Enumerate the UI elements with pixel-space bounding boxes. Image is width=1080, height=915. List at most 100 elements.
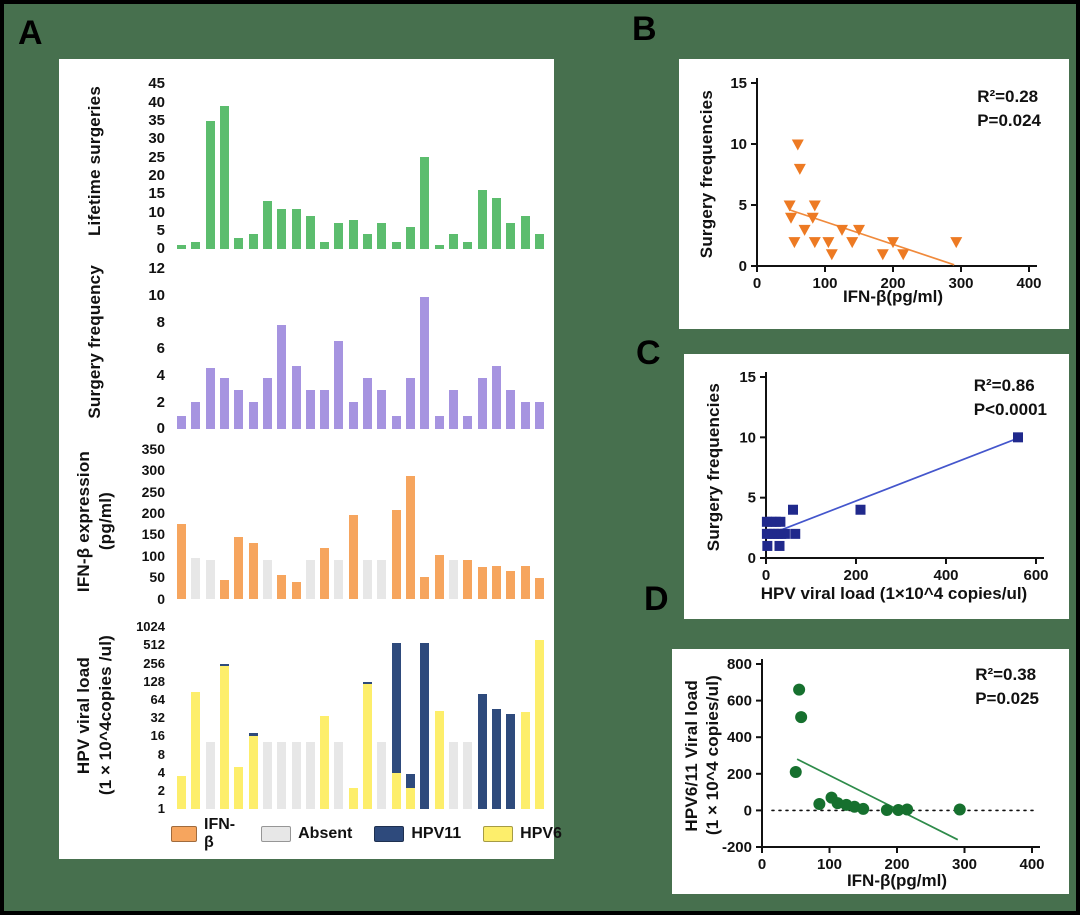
bar [262, 627, 272, 809]
bar [219, 449, 229, 599]
bar [305, 269, 315, 429]
bar-segment-Absent [448, 741, 458, 809]
bar [534, 627, 544, 809]
bar-segment-Lifetime [406, 227, 415, 249]
bar [406, 84, 415, 249]
bar-segment-HPV6 [248, 736, 258, 809]
bar [477, 627, 487, 809]
bar [320, 84, 330, 249]
bar-segment-IFN-β [391, 510, 401, 599]
data-point [808, 237, 821, 249]
bar-segment-Lifetime [377, 223, 387, 249]
bar [277, 84, 287, 249]
panel-d-y-axis-label-line1: HPV6/11 Viral load [682, 679, 701, 832]
bar [348, 449, 358, 599]
bar-segment-IFN-β [477, 566, 487, 599]
bar-segment-HPV6 [219, 666, 229, 809]
y-tick-label: 0 [156, 420, 165, 438]
bar-segment-Lifetime [205, 120, 215, 249]
bar [506, 449, 516, 599]
axis-tick-label: 400 [1019, 856, 1044, 873]
bar [348, 269, 358, 429]
bar [320, 449, 330, 599]
data-point [825, 249, 838, 261]
data-point [901, 803, 914, 816]
bar [448, 627, 458, 809]
data-point [798, 224, 811, 236]
axis-tick-label: 10 [730, 136, 747, 153]
bar [520, 627, 530, 809]
bar [177, 449, 186, 599]
bar [320, 269, 330, 429]
bar-segment-Lifetime [363, 234, 373, 249]
ifn-beta-expression-title: IFN-β expression (pg/ml) [67, 444, 123, 599]
chart-title-line: Lifetime surgeries [85, 86, 104, 237]
bar-segment-Absent [191, 558, 201, 599]
bar-segment-Surgery [434, 415, 444, 429]
bar-segment-Surgery [320, 390, 330, 429]
bar [277, 627, 287, 809]
bar-segment-Lifetime [463, 241, 473, 249]
bar [291, 84, 301, 249]
bar-segment-Surgery [448, 390, 458, 429]
hpv-viral-load-title: HPV viral load (1×10^4copies /ul) [67, 622, 123, 809]
axis-tick-label: 600 [1023, 567, 1048, 584]
lifetime-surgeries-chart: Lifetime surgeries 0 5 10 15 20 25 30 35 40 45 [67, 74, 544, 256]
bar [262, 449, 272, 599]
panel-a-label: A [18, 14, 43, 52]
bar-segment-IFN-β [434, 554, 444, 599]
bar-segment-IFN-β [506, 571, 516, 599]
bar [305, 84, 315, 249]
bar-segment-Surgery [377, 390, 387, 429]
bar [434, 269, 444, 429]
panel-c-label: C [636, 334, 661, 372]
data-point [779, 528, 790, 539]
panel-b-y-axis-label: Surgery frequencies [697, 90, 716, 259]
y-tick-label: 150 [141, 526, 165, 543]
bar [219, 84, 229, 249]
y-tick-label: 50 [149, 569, 165, 586]
panel-c-y-axis-label: Surgery frequencies [704, 383, 723, 552]
lifetime-surgeries-bars [177, 84, 544, 249]
bar [291, 627, 301, 809]
bar [191, 627, 201, 809]
bar-segment-HPV11 [248, 733, 258, 737]
bar-segment-Surgery [406, 378, 415, 429]
axis-tick-label: 0 [762, 567, 770, 584]
bar [262, 84, 272, 249]
bar [463, 627, 473, 809]
bar-segment-IFN-β [463, 559, 473, 599]
bar [363, 84, 373, 249]
bar [477, 269, 487, 429]
bar-segment-Lifetime [491, 197, 501, 249]
panel-b-label: B [632, 10, 657, 48]
bar [406, 627, 415, 809]
axis-tick-label: 400 [933, 567, 958, 584]
bar-segment-Lifetime [320, 241, 330, 249]
axis-tick-label: 400 [727, 729, 752, 746]
y-tick-label: 250 [141, 483, 165, 500]
y-tick-label: 4 [157, 764, 165, 780]
bar-segment-Lifetime [520, 216, 530, 249]
panel-c-stats: R²=0.86 P<0.0001 [974, 374, 1047, 422]
bar-segment-HPV11 [391, 642, 401, 773]
axis-tick-label: 600 [727, 693, 752, 710]
y-tick-label: 1024 [136, 619, 165, 635]
panel-c-r-squared: R²=0.86 [973, 376, 1035, 395]
surgery-frequency-bars [177, 269, 544, 429]
lifetime-surgeries-yaxis: 0 5 10 15 20 25 30 35 40 45 [123, 76, 173, 256]
y-tick-label: 2 [157, 783, 165, 799]
bar [334, 627, 344, 809]
panel-c-x-axis-label: HPV viral load (1×10^4 copies/ul) [760, 584, 1028, 603]
bar-segment-HPV6 [406, 788, 415, 809]
data-point [795, 711, 808, 724]
chart-title-line: (1×10^4copies /ul) [96, 635, 115, 796]
bar-segment-Lifetime [191, 241, 201, 249]
y-tick-label: 10 [148, 203, 165, 221]
bar-segment-HPV6 [391, 772, 401, 809]
chart-line [789, 209, 955, 266]
bar-segment-Absent [277, 741, 287, 809]
bar-segment-Lifetime [277, 208, 287, 249]
data-point [950, 237, 963, 249]
